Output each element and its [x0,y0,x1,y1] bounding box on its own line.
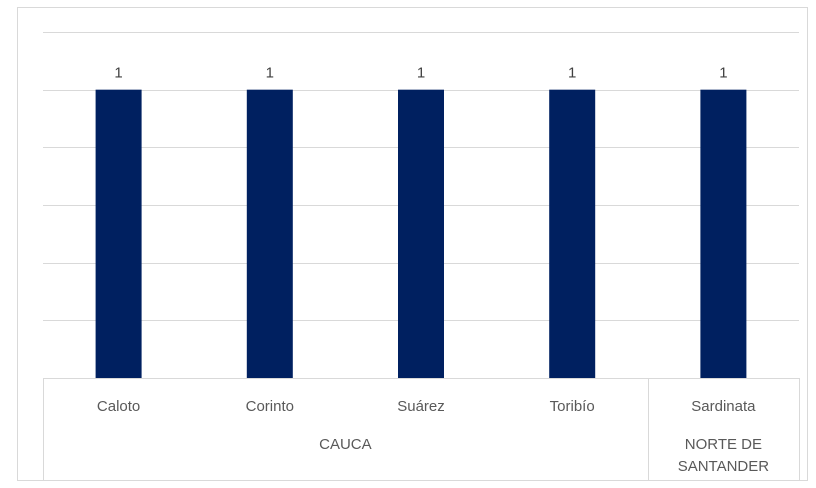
category-label: Toribío [550,398,595,415]
data-label: 1 [568,65,576,82]
category-label: Caloto [97,398,140,415]
bar [549,89,596,379]
category-label: Corinto [246,398,294,415]
data-label: 1 [417,65,425,82]
data-label: 1 [114,65,122,82]
category-label: Suárez [397,398,445,415]
group-label: NORTE DE [685,436,762,453]
data-label: 1 [266,65,274,82]
category-label: Sardinata [691,398,756,415]
bar [700,89,747,379]
data-label: 1 [719,65,727,82]
bar [246,89,293,379]
bar [398,89,444,379]
bar [95,89,142,379]
group-label: CAUCA [319,436,372,453]
group-label: SANTANDER [678,458,770,475]
